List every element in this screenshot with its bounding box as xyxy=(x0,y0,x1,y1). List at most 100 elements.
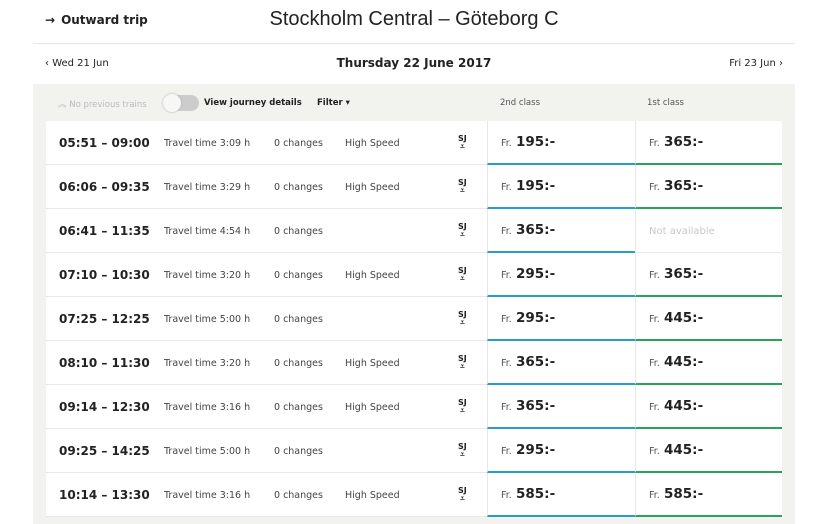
departure-arrival: 06:06 – 09:35 xyxy=(59,180,150,194)
price-prefix: Fr. xyxy=(501,182,512,193)
double-chevron-up-icon: ︽ xyxy=(58,100,67,110)
price-prefix: Fr. xyxy=(501,446,512,457)
first-class-price[interactable]: Fr. 585:- xyxy=(635,473,782,517)
price-prefix: Fr. xyxy=(649,358,660,369)
price-amount: 365:- xyxy=(516,354,556,370)
no-previous-label: No previous trains xyxy=(69,100,147,110)
price-prefix: Fr. xyxy=(501,314,512,325)
journey-row[interactable]: 07:10 – 10:30 Travel time 3:20 h 0 chang… xyxy=(46,253,782,297)
train-type: High Speed xyxy=(345,358,400,369)
price-prefix: Fr. xyxy=(649,402,660,413)
journey-list: 05:51 – 09:00 Travel time 3:09 h 0 chang… xyxy=(46,121,782,517)
price-amount: 445:- xyxy=(664,398,704,414)
second-class-price[interactable]: Fr. 295:- xyxy=(487,429,635,473)
next-day-label: Fri 23 Jun xyxy=(729,58,776,69)
departure-arrival: 09:14 – 12:30 xyxy=(59,400,150,414)
departure-arrival: 10:14 – 13:30 xyxy=(59,488,150,502)
train-type: High Speed xyxy=(345,402,400,413)
travel-time: Travel time 3:16 h xyxy=(164,490,251,501)
next-day-button[interactable]: Fri 23 Jun › xyxy=(729,58,783,69)
price-prefix: Fr. xyxy=(501,490,512,501)
train-type: High Speed xyxy=(345,490,400,501)
journey-row[interactable]: 05:51 – 09:00 Travel time 3:09 h 0 chang… xyxy=(46,121,782,165)
changes: 0 changes xyxy=(274,226,323,237)
journey-row[interactable]: 07:25 – 12:25 Travel time 5:00 h 0 chang… xyxy=(46,297,782,341)
price-amount: 445:- xyxy=(664,442,704,458)
travel-time: Travel time 3:20 h xyxy=(164,270,251,281)
journey-row[interactable]: 06:41 – 11:35 Travel time 4:54 h 0 chang… xyxy=(46,209,782,253)
date-navigation: ‹ Wed 21 Jun Thursday 22 June 2017 Fri 2… xyxy=(33,52,795,76)
train-type: High Speed xyxy=(345,270,400,281)
departure-arrival: 07:25 – 12:25 xyxy=(59,312,150,326)
second-class-price[interactable]: Fr. 365:- xyxy=(487,341,635,385)
first-class-unavailable: Not available xyxy=(635,209,782,253)
arrow-right-icon: → xyxy=(45,13,56,27)
first-class-price[interactable]: Fr. 445:- xyxy=(635,341,782,385)
changes: 0 changes xyxy=(274,314,323,325)
second-class-price[interactable]: Fr. 295:- xyxy=(487,297,635,341)
filter-button[interactable]: Filter ▾ xyxy=(317,98,350,108)
price-amount: 585:- xyxy=(516,486,556,502)
departure-arrival: 06:41 – 11:35 xyxy=(59,224,150,238)
price-amount: 295:- xyxy=(516,310,556,326)
chevron-left-icon: ‹ xyxy=(45,58,53,69)
journey-row[interactable]: 08:10 – 11:30 Travel time 3:20 h 0 chang… xyxy=(46,341,782,385)
train-type: High Speed xyxy=(345,138,400,149)
first-class-header: 1st class xyxy=(647,98,684,108)
second-class-price[interactable]: Fr. 195:- xyxy=(487,165,635,209)
changes: 0 changes xyxy=(274,446,323,457)
price-amount: 445:- xyxy=(664,310,704,326)
view-details-toggle[interactable] xyxy=(163,94,199,112)
changes: 0 changes xyxy=(274,182,323,193)
changes: 0 changes xyxy=(274,358,323,369)
journey-row[interactable]: 06:06 – 09:35 Travel time 3:29 h 0 chang… xyxy=(46,165,782,209)
second-class-price[interactable]: Fr. 365:- xyxy=(487,385,635,429)
price-amount: 195:- xyxy=(516,178,556,194)
second-class-price[interactable]: Fr. 195:- xyxy=(487,121,635,165)
price-amount: 365:- xyxy=(664,178,704,194)
travel-time: Travel time 3:29 h xyxy=(164,182,251,193)
price-amount: 365:- xyxy=(516,222,556,238)
journey-row[interactable]: 10:14 – 13:30 Travel time 3:16 h 0 chang… xyxy=(46,473,782,517)
chevron-right-icon: › xyxy=(775,58,783,69)
travel-time: Travel time 5:00 h xyxy=(164,314,251,325)
sj-logo-icon: SJ ⩡ xyxy=(458,222,467,239)
outward-trip: → Outward trip xyxy=(45,13,148,27)
train-type: High Speed xyxy=(345,182,400,193)
journey-row[interactable]: 09:14 – 12:30 Travel time 3:16 h 0 chang… xyxy=(46,385,782,429)
sj-logo-icon: SJ ⩡ xyxy=(458,178,467,195)
previous-day-label: Wed 21 Jun xyxy=(52,58,109,69)
sj-logo-icon: SJ ⩡ xyxy=(458,398,467,415)
price-prefix: Fr. xyxy=(649,446,660,457)
first-class-price[interactable]: Fr. 445:- xyxy=(635,385,782,429)
price-prefix: Fr. xyxy=(501,138,512,149)
price-amount: 295:- xyxy=(516,266,556,282)
first-class-price[interactable]: Fr. 365:- xyxy=(635,121,782,165)
price-prefix: Fr. xyxy=(501,270,512,281)
price-amount: 195:- xyxy=(516,134,556,150)
first-class-price[interactable]: Fr. 445:- xyxy=(635,429,782,473)
view-details-label[interactable]: View journey details xyxy=(204,98,302,108)
price-prefix: Fr. xyxy=(649,490,660,501)
price-amount: 295:- xyxy=(516,442,556,458)
first-class-price[interactable]: Fr. 445:- xyxy=(635,297,782,341)
sj-logo-icon: SJ ⩡ xyxy=(458,486,467,503)
changes: 0 changes xyxy=(274,270,323,281)
second-class-price[interactable]: Fr. 365:- xyxy=(487,209,635,253)
first-class-price[interactable]: Fr. 365:- xyxy=(635,165,782,209)
results-toolbar: ︽ No previous trains View journey detail… xyxy=(33,84,795,121)
journey-panel: ︽ No previous trains View journey detail… xyxy=(33,84,795,524)
travel-time: Travel time 4:54 h xyxy=(164,226,251,237)
no-previous-trains: ︽ No previous trains xyxy=(58,98,147,110)
second-class-header: 2nd class xyxy=(500,98,540,108)
travel-time: Travel time 3:09 h xyxy=(164,138,251,149)
price-prefix: Fr. xyxy=(649,138,660,149)
sj-logo-icon: SJ ⩡ xyxy=(458,354,467,371)
second-class-price[interactable]: Fr. 585:- xyxy=(487,473,635,517)
previous-day-button[interactable]: ‹ Wed 21 Jun xyxy=(45,58,109,69)
journey-row[interactable]: 09:25 – 14:25 Travel time 5:00 h 0 chang… xyxy=(46,429,782,473)
travel-time: Travel time 3:16 h xyxy=(164,402,251,413)
first-class-price[interactable]: Fr. 365:- xyxy=(635,253,782,297)
current-date: Thursday 22 June 2017 xyxy=(336,56,492,70)
second-class-price[interactable]: Fr. 295:- xyxy=(487,253,635,297)
